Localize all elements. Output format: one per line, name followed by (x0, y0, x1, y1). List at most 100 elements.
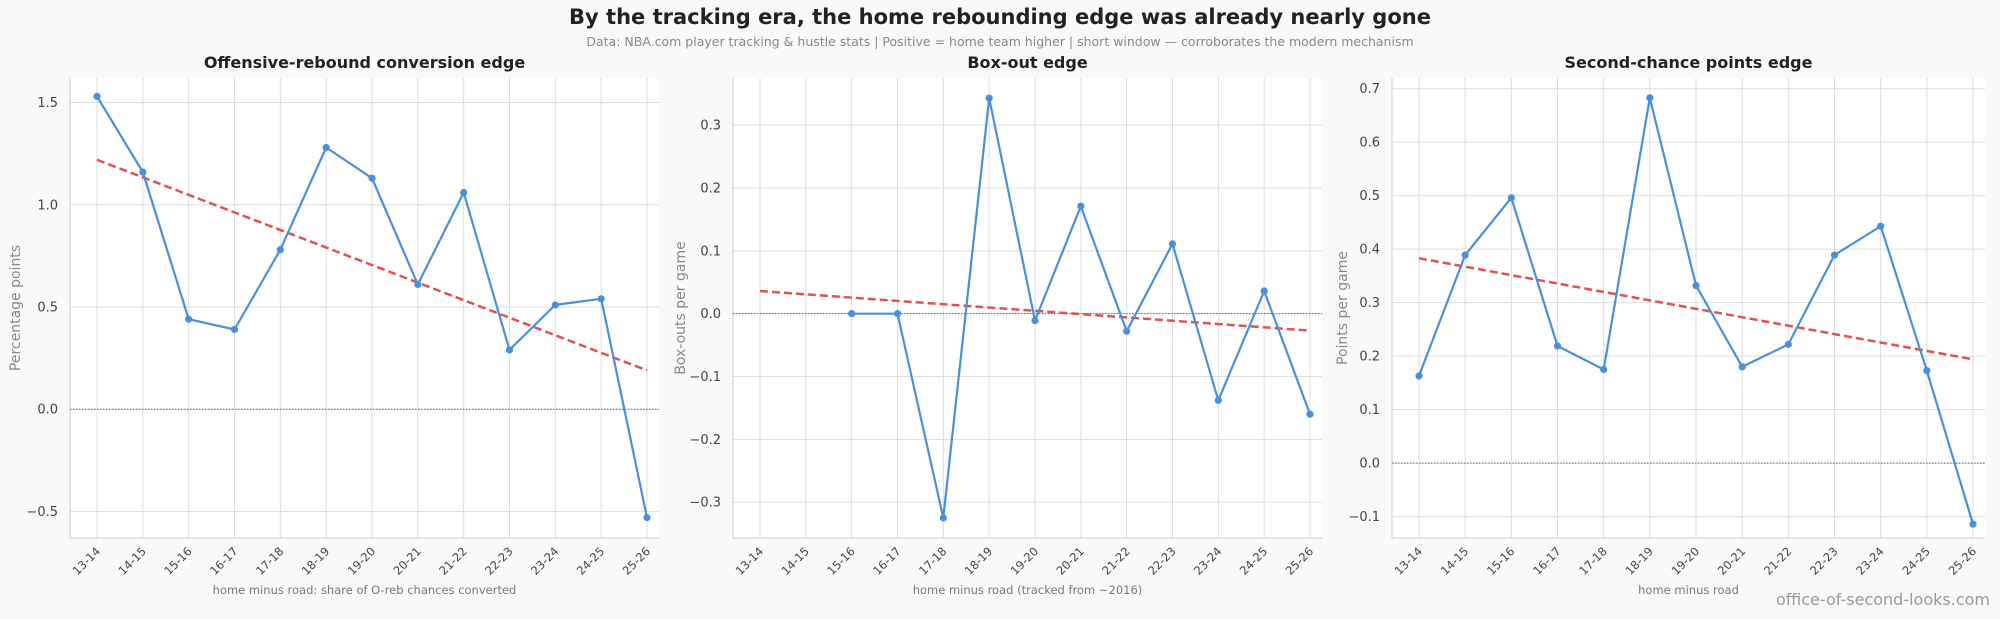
data-point (139, 168, 147, 176)
data-point (1784, 340, 1792, 348)
x-tick-label: 19-20 (345, 544, 379, 578)
x-tick-label: 23-24 (1853, 544, 1887, 578)
data-point (322, 143, 330, 152)
data-point (1923, 366, 1931, 375)
x-tick-label: 15-16 (824, 544, 858, 578)
y-tick-label: −0.1 (1348, 510, 1380, 525)
data-point (1077, 202, 1085, 210)
data-point (1306, 410, 1314, 418)
chart-panel-3: −0.1 0.0 0.1 0.2 0.3 0.4 0.5 0.6 0.7 13-14 14-15 15… (1335, 53, 1985, 597)
y-tick-label: 0.0 (1359, 457, 1380, 472)
plot-area (1392, 78, 1985, 538)
x-tick-label: 13-14 (70, 544, 104, 578)
data-point (939, 514, 947, 522)
data-point (1415, 372, 1423, 380)
y-tick-label: −0.1 (689, 370, 721, 385)
data-point (1738, 363, 1746, 371)
y-tick-label: 0.3 (700, 119, 721, 134)
y-tick-label: 0.1 (1359, 403, 1380, 418)
x-axis-label: home minus road (tracked from ~2016) (913, 583, 1143, 597)
x-tick-label: 15-16 (161, 544, 195, 578)
data-point (185, 315, 193, 323)
watermark: office-of-second-looks.com (1775, 590, 1990, 609)
y-tick-label: 0.6 (1359, 136, 1380, 151)
x-tick-label: 25-26 (620, 544, 654, 578)
x-tick-label: 21-22 (436, 544, 470, 578)
data-point (93, 92, 101, 100)
x-tick-label: 23-24 (1191, 544, 1225, 578)
y-tick-label: 1.0 (37, 198, 58, 213)
y-tick-label: 0.1 (700, 244, 721, 259)
data-point (1123, 327, 1131, 335)
y-tick-label: 0.5 (37, 300, 58, 315)
data-point (1969, 520, 1977, 528)
x-tick-label: 15-16 (1484, 544, 1518, 578)
y-tick-label: 0.0 (37, 403, 58, 418)
data-point (1646, 94, 1654, 102)
trend-line (1418, 257, 1974, 361)
data-point (1692, 281, 1700, 290)
data-point (505, 346, 514, 354)
data-point (1600, 365, 1608, 374)
x-tick-label: 14-15 (1438, 544, 1472, 578)
data-point (643, 513, 651, 522)
x-tick-label: 22-23 (1145, 544, 1179, 578)
x-tick-label: 25-26 (1283, 544, 1317, 578)
plot-area (733, 78, 1322, 538)
x-tick-label: 24-25 (574, 544, 608, 578)
x-tick-label: 19-20 (1008, 544, 1042, 578)
x-tick-label: 13-14 (733, 544, 767, 578)
y-tick-label: −0.3 (689, 496, 721, 511)
x-tick-label: 19-20 (1669, 544, 1703, 578)
trend-line (96, 158, 648, 372)
data-point (1168, 240, 1177, 248)
x-tick-label: 24-25 (1237, 544, 1271, 578)
data-point (1031, 316, 1039, 325)
chart-panel-1: −0.5 0.0 0.5 1.0 1.5 13-14 14-15 15-16 16-17 17-1… (8, 53, 659, 597)
data-point (1214, 396, 1222, 404)
y-tick-label: 0.3 (1359, 296, 1380, 311)
x-tick-label: 18-19 (299, 544, 333, 578)
data-point (1260, 287, 1268, 295)
data-point (1553, 342, 1562, 350)
x-tick-label: 22-23 (1807, 544, 1841, 578)
y-tick-label: 0.4 (1359, 243, 1380, 258)
data-point (893, 310, 902, 318)
y-axis-label: Percentage points (8, 245, 24, 371)
data-point (230, 325, 239, 334)
data-point (1507, 194, 1515, 202)
data-point (1461, 251, 1469, 259)
data-point (1830, 251, 1839, 259)
x-tick-label: 17-18 (253, 544, 287, 578)
chart-panel-2: −0.3 −0.2 −0.1 0.0 0.1 0.2 0.3 13-14 14-15 15-16 1… (673, 53, 1322, 597)
data-point (368, 174, 376, 182)
x-tick-label: 14-15 (778, 544, 812, 578)
trend-line (759, 289, 1311, 332)
x-tick-label: 22-23 (482, 544, 516, 578)
x-tick-label: 16-17 (870, 544, 904, 578)
x-tick-label: 18-19 (1622, 544, 1656, 578)
x-tick-label: 13-14 (1392, 544, 1426, 578)
x-tick-label: 17-18 (916, 544, 950, 578)
x-tick-label: 16-17 (1530, 544, 1564, 578)
y-tick-label: 0.5 (1359, 189, 1380, 204)
page-title: By the tracking era, the home rebounding… (569, 5, 1431, 29)
plot-area (70, 78, 659, 538)
x-tick-label: 16-17 (207, 544, 241, 578)
data-point (848, 310, 856, 318)
y-tick-label: 0.0 (700, 307, 721, 322)
x-tick-label: 20-21 (1715, 544, 1749, 578)
x-tick-label: 14-15 (115, 544, 149, 578)
data-point (985, 94, 993, 102)
x-axis-label: home minus road (1638, 583, 1739, 597)
y-axis-label: Box-outs per game (673, 241, 689, 374)
data-point (1877, 222, 1885, 230)
data-point (460, 188, 468, 197)
y-tick-label: 0.2 (700, 181, 721, 196)
data-point (414, 280, 422, 289)
x-tick-label: 17-18 (1576, 544, 1610, 578)
data-point (597, 295, 605, 303)
x-tick-label: 20-21 (390, 544, 424, 578)
x-tick-label: 20-21 (1053, 544, 1087, 578)
